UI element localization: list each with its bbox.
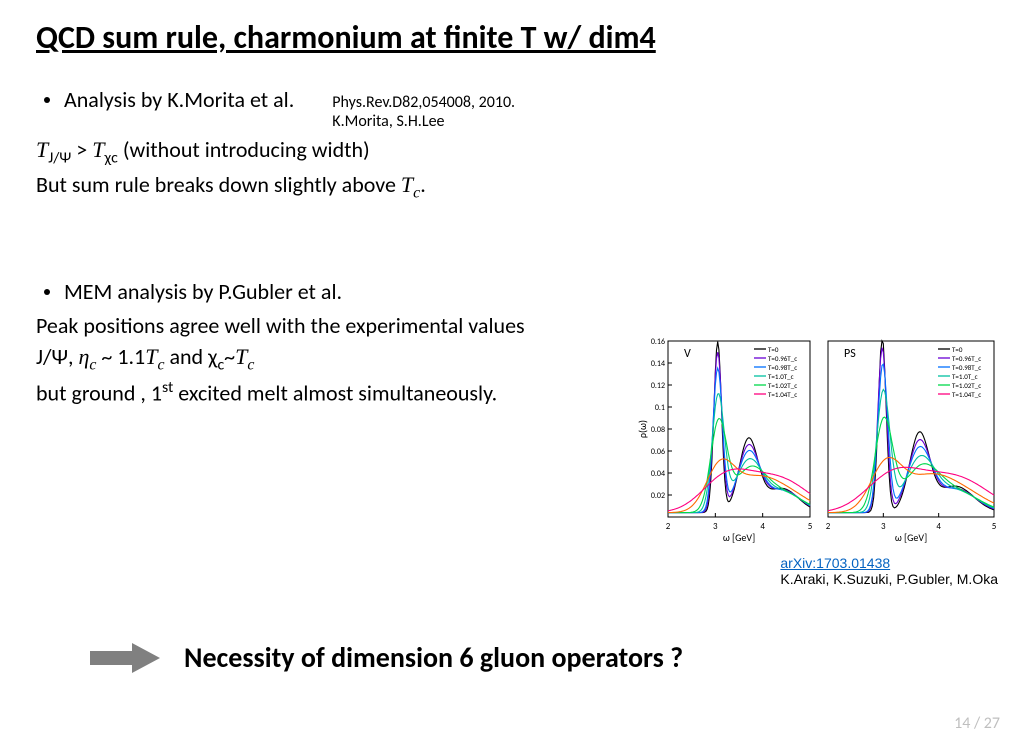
- page-number: 14 / 27: [954, 714, 1000, 733]
- arxiv-link[interactable]: arXiv:1703.01438: [780, 555, 890, 571]
- bullet-1-text: Analysis by K.Morita et al.: [64, 85, 294, 116]
- break-post: .: [420, 171, 426, 198]
- svg-text:T=1.0T_c: T=1.0T_c: [768, 372, 794, 381]
- line-inequality: TJ/Ψ > Tχc (without introducing width): [36, 135, 988, 170]
- gt: >: [71, 136, 92, 163]
- approx: ~ 1.1: [96, 343, 145, 370]
- svg-text:T=1.04T_c: T=1.04T_c: [768, 390, 797, 399]
- Tc1: T: [145, 344, 157, 369]
- ground-post: excited melt almost simultaneously.: [173, 379, 497, 406]
- bullet-1: Analysis by K.Morita et al. Phys.Rev.D82…: [36, 85, 988, 131]
- svg-text:2: 2: [666, 521, 671, 532]
- svg-text:ω [GeV]: ω [GeV]: [723, 531, 755, 544]
- svg-text:T=1.04T_c: T=1.04T_c: [952, 390, 981, 399]
- svg-text:ω [GeV]: ω [GeV]: [895, 531, 927, 544]
- page-current: 14: [954, 714, 970, 733]
- chart-V: 2 3 4 5 0.02 0.04 0.06 0.08 0.1 0.12 0.14 0.16 ω [Ge…: [636, 335, 816, 545]
- chart-PS: 2 3 4 5 ω [GeV] PS T=0T=0.96T_cT=0.98T_cT=1.0T…: [820, 335, 1000, 545]
- svg-text:T=0: T=0: [952, 345, 963, 354]
- eta: η: [78, 344, 89, 369]
- ref-line2: K.Morita, S.H.Lee: [332, 112, 444, 131]
- bullet-1-ref: Phys.Rev.D82,054008, 2010. K.Morita, S.H…: [332, 93, 515, 131]
- sub-jpsi: J/Ψ: [48, 149, 71, 168]
- conclusion-row: Necessity of dimension 6 gluon operators…: [90, 640, 683, 675]
- Tc2-sub: c: [247, 356, 254, 373]
- arrow-icon: [90, 643, 160, 673]
- svg-text:T=1.0T_c: T=1.0T_c: [952, 372, 978, 381]
- svg-text:0.1: 0.1: [655, 403, 665, 413]
- svg-text:T=0.98T_c: T=0.98T_c: [768, 363, 797, 372]
- bullet-2: MEM analysis by P.Gubler et al.: [36, 277, 988, 308]
- svg-text:0.02: 0.02: [651, 491, 665, 501]
- ineq-note: (without introducing width): [118, 136, 370, 163]
- sub-chic: χc: [104, 149, 117, 168]
- jpsi-pre: J/Ψ,: [36, 343, 78, 370]
- T1: T: [36, 137, 48, 162]
- svg-text:ρ(ω): ρ(ω): [636, 420, 649, 438]
- svg-text:V: V: [684, 347, 691, 361]
- svg-text:0.08: 0.08: [651, 425, 665, 435]
- chart-panel: 2 3 4 5 0.02 0.04 0.06 0.08 0.1 0.12 0.14 0.16 ω [Ge…: [636, 335, 1000, 545]
- T2: T: [92, 137, 104, 162]
- svg-text:0.12: 0.12: [651, 381, 665, 391]
- slide-title: QCD sum rule, charmonium at finite T w/ …: [36, 18, 988, 57]
- svg-text:0.04: 0.04: [651, 469, 665, 479]
- svg-text:T=1.02T_c: T=1.02T_c: [952, 381, 981, 390]
- Tc2: T: [235, 344, 247, 369]
- svg-text:5: 5: [808, 521, 813, 532]
- svg-text:PS: PS: [844, 347, 856, 361]
- ground-sup: st: [162, 378, 173, 397]
- svg-text:0.06: 0.06: [651, 447, 665, 457]
- svg-text:5: 5: [992, 521, 997, 532]
- svg-text:T=0.98T_c: T=0.98T_c: [952, 363, 981, 372]
- chart-caption: arXiv:1703.01438 K.Araki, K.Suzuki, P.Gu…: [780, 555, 998, 587]
- svg-text:3: 3: [881, 521, 886, 532]
- svg-text:T=0.96T_c: T=0.96T_c: [768, 354, 797, 363]
- svg-text:0.14: 0.14: [651, 359, 665, 369]
- caption-authors: K.Araki, K.Suzuki, P.Gubler, M.Oka: [780, 571, 998, 587]
- bullet-dot: [44, 97, 50, 103]
- tilde: ~: [224, 343, 235, 370]
- slide: QCD sum rule, charmonium at finite T w/ …: [0, 0, 1024, 751]
- conclusion-text: Necessity of dimension 6 gluon operators…: [184, 640, 683, 675]
- svg-text:T=0: T=0: [768, 345, 779, 354]
- break-pre: But sum rule breaks down slightly above: [36, 171, 401, 198]
- ground-pre: but ground , 1: [36, 379, 162, 406]
- line-breakdown: But sum rule breaks down slightly above …: [36, 170, 988, 205]
- bullet-2-text: MEM analysis by P.Gubler et al.: [64, 277, 342, 308]
- page-sep: /: [970, 714, 983, 733]
- svg-text:T=0.96T_c: T=0.96T_c: [952, 354, 981, 363]
- ref-line1: Phys.Rev.D82,054008, 2010.: [332, 93, 515, 112]
- svg-text:4: 4: [760, 521, 765, 532]
- svg-text:3: 3: [713, 521, 718, 532]
- page-total: 27: [984, 714, 1000, 733]
- svg-text:4: 4: [936, 521, 941, 532]
- svg-text:0.16: 0.16: [651, 337, 665, 347]
- break-T: T: [401, 172, 413, 197]
- svg-text:2: 2: [826, 521, 831, 532]
- and-chi: and χ: [164, 343, 217, 370]
- bullet-dot: [44, 289, 50, 295]
- svg-text:T=1.02T_c: T=1.02T_c: [768, 381, 797, 390]
